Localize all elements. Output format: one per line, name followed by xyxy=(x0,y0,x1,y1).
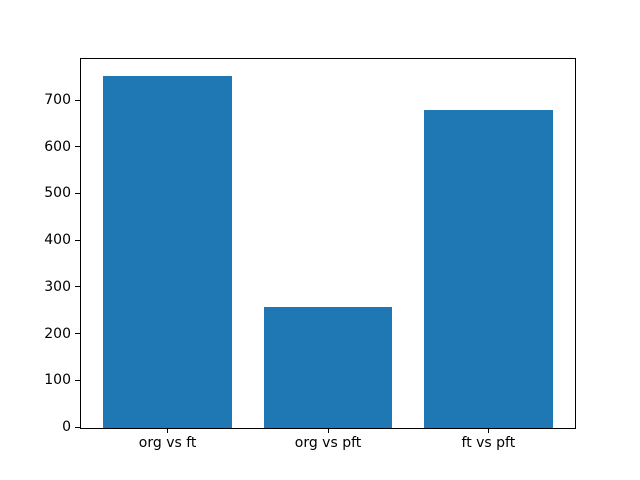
y-tick-label: 600 xyxy=(44,138,71,155)
y-tick-mark xyxy=(75,239,80,241)
y-tick-label: 700 xyxy=(44,92,71,109)
bar-org-vs-pft xyxy=(263,307,393,428)
x-tick-mark xyxy=(327,428,329,433)
x-tick-mark xyxy=(487,428,489,433)
y-tick-label: 300 xyxy=(44,278,71,295)
x-tick-label: ft vs pft xyxy=(461,435,516,451)
y-tick-label: 0 xyxy=(62,419,71,435)
y-tick-mark xyxy=(75,146,80,148)
y-tick-label: 200 xyxy=(44,325,71,342)
x-tick-mark xyxy=(167,428,169,433)
plot-area xyxy=(80,58,576,429)
y-tick-label: 100 xyxy=(44,372,71,389)
y-tick-mark xyxy=(75,379,80,381)
x-tick-label: org vs ft xyxy=(138,435,197,451)
y-tick-mark xyxy=(75,99,80,101)
y-tick-mark xyxy=(75,426,80,428)
y-tick-mark xyxy=(75,192,80,194)
y-tick-mark xyxy=(75,333,80,335)
y-tick-mark xyxy=(75,286,80,288)
bar-ft-vs-pft xyxy=(424,110,553,428)
y-tick-label: 500 xyxy=(44,185,71,202)
y-tick-label: 400 xyxy=(44,232,71,249)
x-tick-label: org vs pft xyxy=(294,435,362,451)
bar-org-vs-ft xyxy=(103,75,232,428)
